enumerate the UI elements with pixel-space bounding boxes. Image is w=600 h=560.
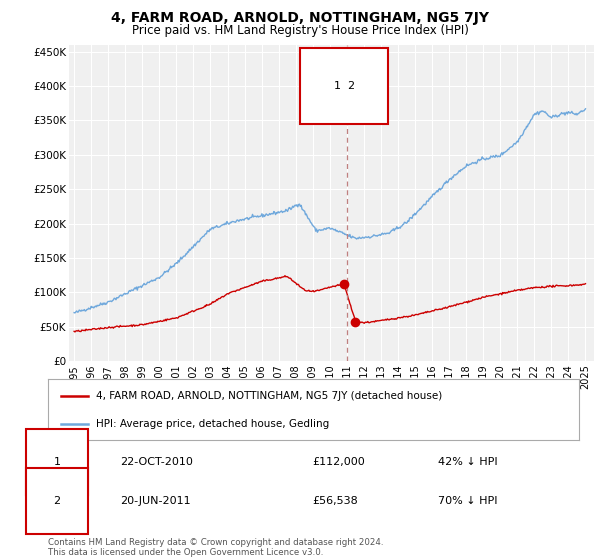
Text: 4, FARM ROAD, ARNOLD, NOTTINGHAM, NG5 7JY (detached house): 4, FARM ROAD, ARNOLD, NOTTINGHAM, NG5 7J… [96, 391, 442, 401]
Text: 42% ↓ HPI: 42% ↓ HPI [438, 457, 497, 467]
Text: Price paid vs. HM Land Registry's House Price Index (HPI): Price paid vs. HM Land Registry's House … [131, 24, 469, 36]
Text: 1: 1 [53, 457, 61, 467]
Text: 22-OCT-2010: 22-OCT-2010 [120, 457, 193, 467]
Text: 20-JUN-2011: 20-JUN-2011 [120, 496, 191, 506]
Text: Contains HM Land Registry data © Crown copyright and database right 2024.
This d: Contains HM Land Registry data © Crown c… [48, 538, 383, 557]
Text: 4, FARM ROAD, ARNOLD, NOTTINGHAM, NG5 7JY: 4, FARM ROAD, ARNOLD, NOTTINGHAM, NG5 7J… [111, 11, 489, 25]
Text: 2: 2 [53, 496, 61, 506]
Text: HPI: Average price, detached house, Gedling: HPI: Average price, detached house, Gedl… [96, 419, 329, 430]
Text: 70% ↓ HPI: 70% ↓ HPI [438, 496, 497, 506]
Text: £112,000: £112,000 [312, 457, 365, 467]
Text: 1  2: 1 2 [334, 81, 355, 91]
Text: £56,538: £56,538 [312, 496, 358, 506]
